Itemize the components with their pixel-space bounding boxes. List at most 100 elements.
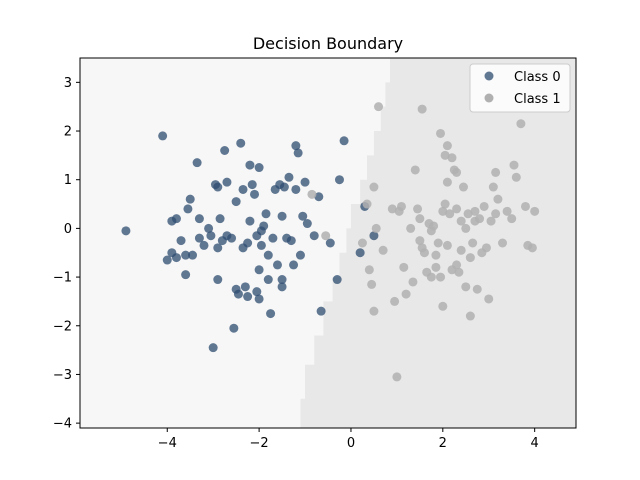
point-class-0 <box>204 223 214 233</box>
point-class-0 <box>314 192 324 202</box>
point-class-0 <box>158 131 168 141</box>
point-class-0 <box>325 238 335 248</box>
point-class-1 <box>426 272 436 282</box>
point-class-1 <box>362 199 372 209</box>
point-class-0 <box>263 250 273 260</box>
point-class-1 <box>484 294 494 304</box>
point-class-1 <box>413 204 423 214</box>
point-class-1 <box>369 182 379 192</box>
point-class-0 <box>121 226 131 236</box>
point-class-1 <box>452 167 462 177</box>
point-class-0 <box>185 194 195 204</box>
point-class-1 <box>415 236 425 246</box>
point-class-0 <box>256 226 266 236</box>
point-class-0 <box>162 255 172 265</box>
point-class-0 <box>181 250 191 260</box>
point-class-1 <box>364 265 374 275</box>
point-class-1 <box>371 223 381 233</box>
legend-marker-class-0 <box>484 71 494 81</box>
point-class-0 <box>289 260 299 270</box>
y-tick-label: −4 <box>53 417 72 432</box>
point-class-1 <box>433 238 443 248</box>
point-class-1 <box>468 238 478 248</box>
point-class-0 <box>277 275 287 285</box>
point-class-1 <box>475 214 485 224</box>
point-class-0 <box>176 236 186 246</box>
point-class-0 <box>233 289 243 299</box>
point-class-0 <box>254 265 264 275</box>
point-class-1 <box>408 277 418 287</box>
point-class-1 <box>357 238 367 248</box>
point-class-1 <box>465 311 475 321</box>
point-class-1 <box>442 177 452 187</box>
legend: Class 0 Class 1 <box>469 63 571 113</box>
point-class-0 <box>369 231 379 241</box>
point-class-1 <box>431 250 441 260</box>
point-class-1 <box>410 165 420 175</box>
point-class-1 <box>436 272 446 282</box>
point-class-0 <box>272 260 282 270</box>
point-class-1 <box>472 284 482 294</box>
point-class-0 <box>222 177 232 187</box>
point-class-0 <box>188 250 198 260</box>
point-class-1 <box>465 253 475 263</box>
point-class-0 <box>245 160 255 170</box>
point-class-0 <box>194 233 204 243</box>
point-class-1 <box>401 289 411 299</box>
point-class-1 <box>415 214 425 224</box>
point-class-0 <box>298 211 308 221</box>
point-class-0 <box>236 138 246 148</box>
point-class-0 <box>316 306 326 316</box>
point-class-1 <box>442 141 452 151</box>
point-class-0 <box>256 240 266 250</box>
point-class-1 <box>454 267 464 277</box>
point-class-1 <box>458 182 468 192</box>
x-tick-label: −4 <box>158 436 177 451</box>
point-class-0 <box>240 282 250 292</box>
point-class-1 <box>406 223 416 233</box>
point-class-1 <box>479 201 489 211</box>
point-class-0 <box>213 243 223 253</box>
point-class-1 <box>498 238 508 248</box>
point-class-1 <box>456 216 466 226</box>
point-class-1 <box>486 216 496 226</box>
point-class-1 <box>431 262 441 272</box>
x-axis: −4 −2 0 2 4 <box>158 428 539 451</box>
point-class-1 <box>463 209 473 219</box>
point-class-1 <box>527 243 537 253</box>
point-class-0 <box>227 233 237 243</box>
point-class-0 <box>309 231 319 241</box>
point-class-1 <box>307 189 317 199</box>
point-class-1 <box>392 372 402 382</box>
y-tick-label: 0 <box>64 222 72 237</box>
point-class-1 <box>491 167 501 177</box>
point-class-0 <box>332 275 342 285</box>
point-class-0 <box>220 146 230 155</box>
plot-area <box>80 58 576 428</box>
point-class-1 <box>502 206 512 216</box>
point-class-0 <box>277 282 287 292</box>
point-class-0 <box>279 182 289 192</box>
point-class-0 <box>263 275 273 285</box>
point-class-0 <box>213 182 223 192</box>
point-class-1 <box>520 201 530 211</box>
point-class-1 <box>390 296 400 306</box>
point-class-0 <box>266 309 276 319</box>
point-class-0 <box>277 211 287 221</box>
point-class-1 <box>456 245 466 255</box>
y-tick-label: 1 <box>64 173 72 188</box>
point-class-1 <box>507 214 517 224</box>
y-tick-label: −1 <box>53 271 72 286</box>
point-class-0 <box>284 172 294 182</box>
point-class-0 <box>213 275 223 285</box>
point-class-0 <box>229 323 239 333</box>
point-class-1 <box>511 172 521 182</box>
point-class-0 <box>254 294 264 304</box>
legend-marker-class-1 <box>484 93 494 103</box>
point-class-1 <box>387 204 397 214</box>
x-tick-label: 0 <box>347 436 355 451</box>
point-class-0 <box>238 243 248 253</box>
point-class-0 <box>254 163 264 173</box>
y-axis: −4 −3 −2 −1 0 1 2 3 <box>53 76 80 432</box>
point-class-0 <box>291 184 301 194</box>
